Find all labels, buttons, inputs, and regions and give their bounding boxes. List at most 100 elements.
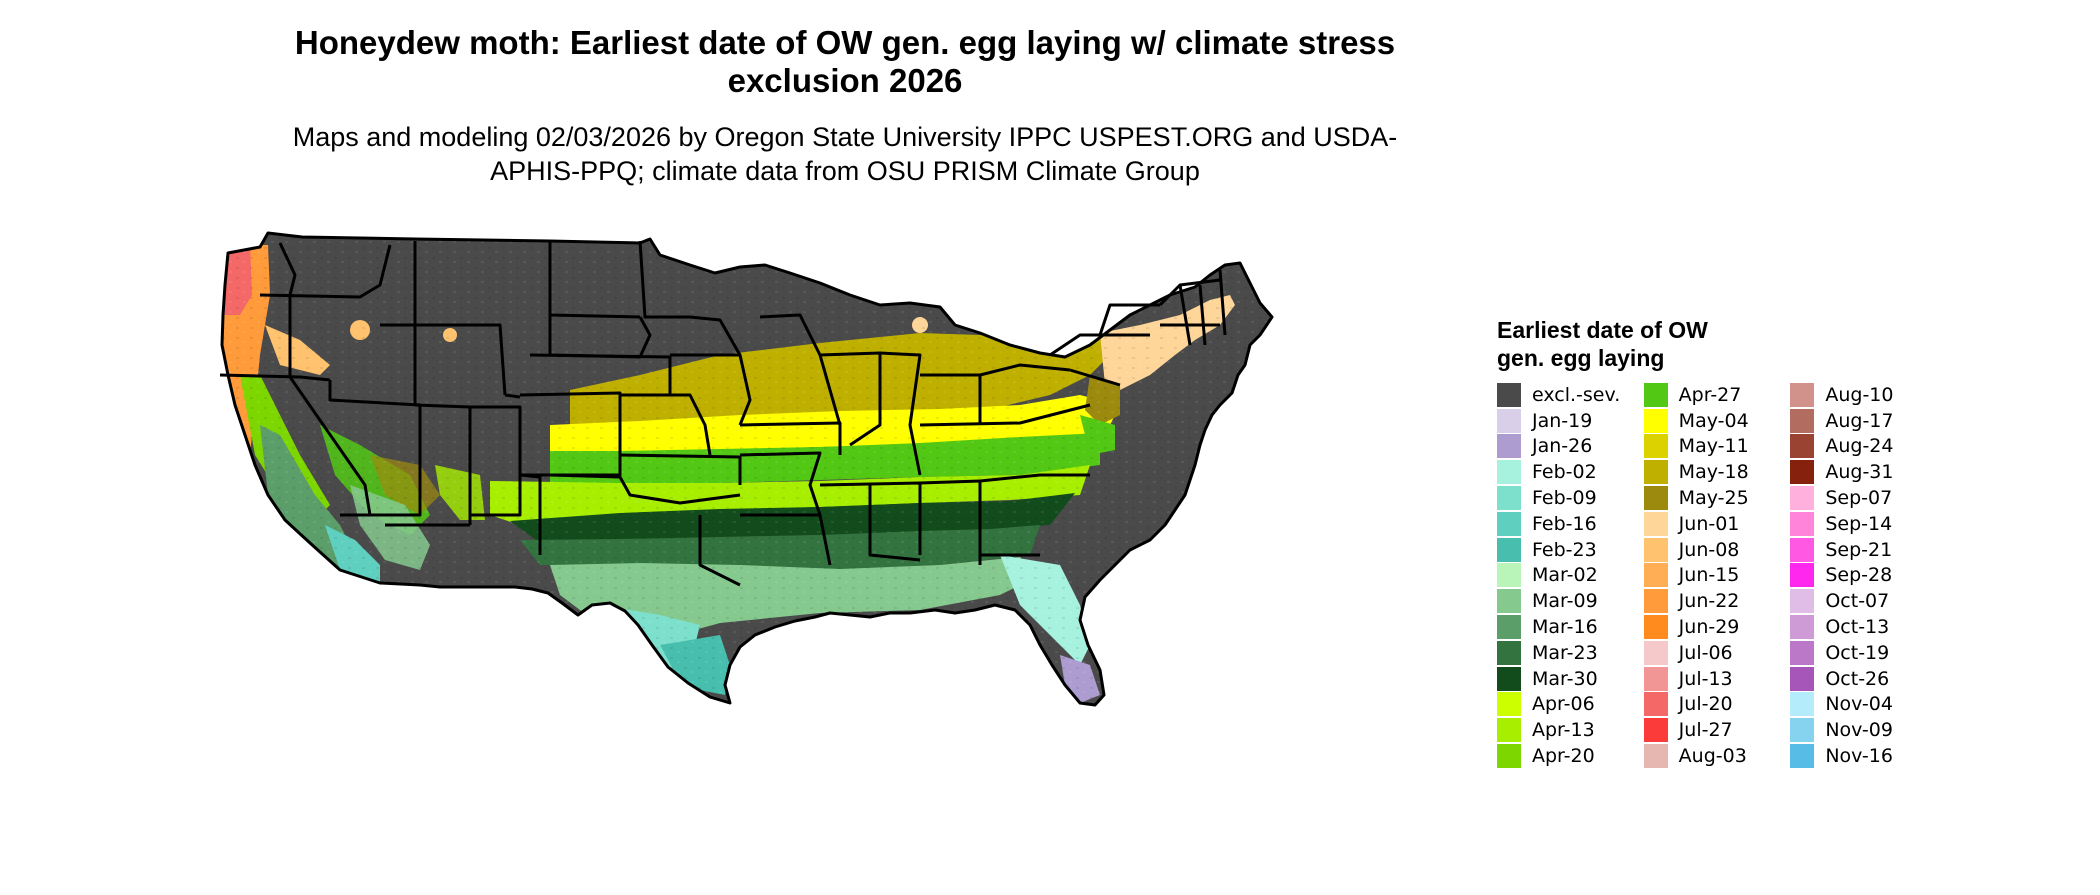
legend-item: Apr-13 — [1497, 717, 1644, 743]
legend-item: Oct-26 — [1790, 666, 1937, 692]
legend-item: Feb-09 — [1497, 485, 1644, 511]
legend-item: Oct-13 — [1790, 614, 1937, 640]
map-subtitle: Maps and modeling 02/03/2026 by Oregon S… — [292, 122, 1398, 186]
legend-swatch — [1790, 563, 1815, 588]
legend-label: Aug-31 — [1825, 461, 1894, 484]
legend-column: Apr-27 May-04 May-11 May-18 May-25 Jun-01 Jun-… — [1643, 382, 1791, 769]
map-legend: Earliest date of OW gen. egg laying excl… — [1497, 316, 1937, 769]
map-title: Honeydew moth: Earliest date of OW gen. … — [294, 24, 1396, 99]
legend-item: Sep-14 — [1790, 511, 1937, 537]
legend-label: Jun-01 — [1678, 512, 1740, 535]
legend-label: Sep-28 — [1825, 564, 1893, 587]
legend-swatch — [1497, 511, 1521, 536]
legend-item: Jun-08 — [1643, 537, 1791, 563]
legend-label: Sep-07 — [1825, 487, 1893, 510]
legend-label: May-11 — [1678, 435, 1749, 458]
legend-label: Oct-26 — [1825, 667, 1890, 690]
legend-item: Mar-30 — [1497, 666, 1644, 692]
legend-label: Nov-09 — [1825, 719, 1893, 742]
legend-swatch — [1643, 615, 1668, 640]
legend-swatch — [1497, 692, 1521, 717]
legend-label: Jan-26 — [1532, 435, 1593, 458]
legend-item: Mar-16 — [1497, 614, 1644, 640]
legend-label: Aug-10 — [1825, 383, 1894, 406]
legend-item: Jun-22 — [1643, 588, 1791, 614]
legend-swatch — [1497, 408, 1521, 433]
legend-swatch — [1497, 382, 1521, 407]
legend-swatch — [1790, 666, 1815, 691]
legend-item: Jun-29 — [1643, 614, 1791, 640]
legend-label: excl.-sev. — [1532, 383, 1621, 406]
legend-label: Aug-03 — [1678, 745, 1747, 768]
legend-label: Apr-06 — [1532, 693, 1595, 716]
legend-item: Oct-07 — [1790, 588, 1937, 614]
legend-swatch — [1497, 460, 1521, 485]
legend-swatch — [1643, 511, 1668, 536]
legend-label: Jun-15 — [1678, 564, 1740, 587]
legend-item: Aug-17 — [1790, 408, 1937, 434]
legend-swatch — [1643, 460, 1668, 485]
legend-swatch — [1497, 434, 1521, 459]
legend-swatch — [1790, 640, 1815, 665]
legend-item: Jul-06 — [1643, 640, 1791, 666]
legend-item: Jun-01 — [1643, 511, 1791, 537]
legend-swatch — [1643, 640, 1668, 665]
legend-label: Sep-14 — [1825, 512, 1893, 535]
legend-swatch — [1790, 744, 1815, 769]
legend-swatch — [1790, 718, 1815, 743]
legend-column: excl.-sev. Jan-19 Jan-26 Feb-02 Feb-09 Feb-16… — [1497, 382, 1644, 769]
legend-item: Jan-26 — [1497, 434, 1644, 460]
legend-label: Jul-27 — [1678, 719, 1733, 742]
legend-label: Nov-16 — [1825, 745, 1893, 768]
legend-swatch — [1643, 589, 1668, 614]
legend-item: Feb-16 — [1497, 511, 1644, 537]
legend-label: Feb-02 — [1532, 461, 1597, 484]
legend-label: May-25 — [1678, 487, 1749, 510]
legend-label: May-18 — [1678, 461, 1749, 484]
legend-label: Mar-02 — [1532, 564, 1598, 587]
legend-column: Aug-10 Aug-17 Aug-24 Aug-31 Sep-07 Sep-14 Sep-… — [1790, 382, 1937, 769]
legend-label: Jul-13 — [1678, 667, 1733, 690]
legend-swatch — [1790, 408, 1815, 433]
legend-item: Oct-19 — [1790, 640, 1937, 666]
legend-item: Feb-23 — [1497, 537, 1644, 563]
legend-swatch — [1643, 718, 1668, 743]
legend-label: Sep-21 — [1825, 538, 1893, 561]
legend-item: Mar-23 — [1497, 640, 1644, 666]
legend-label: Feb-23 — [1532, 538, 1597, 561]
legend-swatch — [1790, 486, 1815, 511]
legend-item: May-25 — [1643, 485, 1791, 511]
legend-label: Oct-19 — [1825, 641, 1890, 664]
legend-item: Sep-28 — [1790, 563, 1937, 589]
legend-swatch — [1643, 744, 1668, 769]
legend-item: Nov-04 — [1790, 692, 1937, 718]
legend-label: Feb-16 — [1532, 512, 1597, 535]
us-map — [220, 225, 1470, 895]
legend-swatch — [1790, 537, 1815, 562]
legend-item: Jun-15 — [1643, 563, 1791, 589]
legend-item: Feb-02 — [1497, 459, 1644, 485]
legend-swatch — [1643, 537, 1668, 562]
legend-columns: excl.-sev. Jan-19 Jan-26 Feb-02 Feb-09 Feb-16… — [1497, 382, 1937, 769]
legend-swatch — [1497, 666, 1521, 691]
legend-label: Mar-30 — [1532, 667, 1598, 690]
legend-item: May-18 — [1643, 459, 1791, 485]
legend-item: May-11 — [1643, 434, 1791, 460]
legend-swatch — [1643, 408, 1668, 433]
legend-label: Aug-17 — [1825, 409, 1894, 432]
legend-label: Oct-07 — [1825, 590, 1890, 613]
legend-swatch — [1790, 460, 1815, 485]
legend-item: Mar-02 — [1497, 563, 1644, 589]
legend-item: Jul-27 — [1643, 717, 1791, 743]
interior-patch — [1033, 308, 1047, 322]
legend-label: Feb-09 — [1532, 487, 1597, 510]
legend-item: Nov-16 — [1790, 743, 1937, 769]
legend-label: Apr-13 — [1532, 719, 1595, 742]
legend-swatch — [1790, 511, 1815, 536]
legend-swatch — [1497, 589, 1521, 614]
legend-swatch — [1643, 382, 1668, 407]
legend-swatch — [1497, 563, 1521, 588]
legend-swatch — [1643, 666, 1668, 691]
legend-label: Mar-23 — [1532, 641, 1598, 664]
legend-label: Nov-04 — [1825, 693, 1893, 716]
